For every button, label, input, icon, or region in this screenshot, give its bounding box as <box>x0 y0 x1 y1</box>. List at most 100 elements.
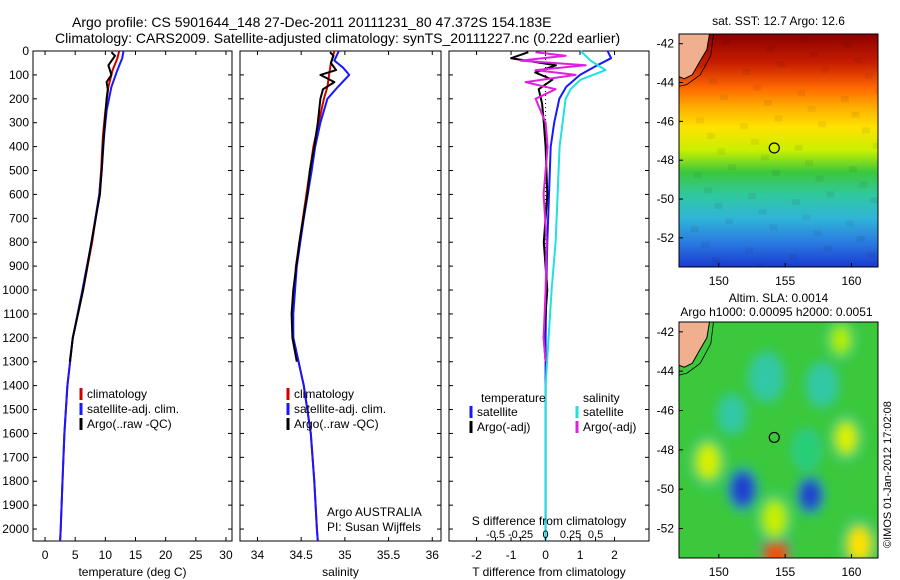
sst-texture-cell <box>856 235 865 242</box>
sst-texture-cell <box>722 39 731 46</box>
s-tick-label: -0.25 <box>508 529 533 541</box>
map-y-tick-label: -46 <box>657 114 675 128</box>
x-tick-label: 20 <box>159 548 173 562</box>
x-tick-label: 0 <box>542 548 549 562</box>
s-tick-label: 0.25 <box>560 529 581 541</box>
sla-map-title: Altim. SLA: 0.0014 <box>729 291 829 305</box>
sst-texture-cell <box>789 253 798 260</box>
land-tasmania <box>679 34 711 80</box>
sst-texture-cell <box>807 105 816 112</box>
map-y-tick-label: -44 <box>657 76 675 90</box>
sst-texture-cell <box>875 88 878 95</box>
sst-texture-cell <box>797 90 806 97</box>
s-tick-label: 0 <box>542 529 548 541</box>
differences-series-satellite-temperature <box>544 50 613 541</box>
differences-panel: -2 -1 0 1 2 T difference from climatology temp… <box>448 50 650 579</box>
panel-annotation: PI: Susan Wijffels <box>327 520 421 534</box>
legend-group-title: temperature <box>481 391 546 405</box>
sla-eddy <box>721 398 743 431</box>
salinity-xlabel: salinity <box>322 565 359 579</box>
sst-texture-cell <box>791 199 800 206</box>
sst-texture-cell <box>864 72 873 79</box>
legend-entry: Argo(-adj) <box>583 420 636 434</box>
sst-texture-cell <box>826 191 835 198</box>
sla-eddy <box>810 367 835 403</box>
sst-texture-cell <box>753 84 762 91</box>
y-tick-label: 500 <box>9 164 29 178</box>
salinity-panel: 34 34.5 35 35.5 36 salinity climatologysatelli… <box>239 50 442 579</box>
bathymetry-contour <box>679 34 714 87</box>
x-tick-label: 1 <box>577 548 584 562</box>
sst-texture-cell <box>745 247 754 254</box>
map-y-tick-label: -52 <box>657 522 675 536</box>
sst-map: 150 155 160 -42 -44 -46 -48 -50 -52 sat. SST: 12.… <box>657 14 879 288</box>
sst-texture-cell <box>777 61 786 68</box>
sst-texture-cell <box>725 218 734 225</box>
sst-texture-cell <box>843 41 852 48</box>
x-tick-label: 15 <box>129 548 143 562</box>
sst-texture-cell <box>712 257 721 264</box>
y-tick-label: 1900 <box>2 498 29 512</box>
y-tick-label: 1800 <box>2 474 29 488</box>
sst-texture-cell <box>761 154 770 161</box>
y-tick-label: 600 <box>9 187 29 201</box>
sst-texture-cell <box>728 164 737 171</box>
map-y-tick-label: -52 <box>657 231 675 245</box>
sst-texture-cell <box>696 117 705 124</box>
sst-texture-cell <box>740 123 749 130</box>
argo-location-marker <box>768 142 780 154</box>
sla-eddy <box>753 357 780 397</box>
sla-eddy <box>799 479 821 511</box>
sst-texture-cell <box>698 63 707 70</box>
legend-entry: Argo(..raw -QC) <box>294 417 379 431</box>
x-tick-label: 35.5 <box>377 548 401 562</box>
imos-credit: ©IMOS 01-Jan-2012 17:02:08 <box>882 401 894 548</box>
y-tick-label: 1600 <box>2 426 29 440</box>
legend-entry: satellite-adj. clim. <box>294 402 386 416</box>
legend-group-title: salinity <box>583 391 620 405</box>
sst-texture-cell <box>859 181 868 188</box>
sst-texture-cell <box>867 251 876 258</box>
sst-texture-cell <box>750 138 759 145</box>
map-x-tick-label: 160 <box>841 565 861 579</box>
x-tick-label: 10 <box>99 548 113 562</box>
sst-texture-cell <box>766 45 775 52</box>
map-x-tick-label: 150 <box>709 565 729 579</box>
legend-entry: climatology <box>87 387 147 401</box>
x-tick-label: 0 <box>42 548 49 562</box>
x-tick-label: -1 <box>506 548 517 562</box>
sla-eddy <box>846 524 873 558</box>
temperature-panel: 0100200300400500600700800900100011001200… <box>2 44 233 579</box>
bathymetry-contour <box>679 322 714 376</box>
differences-series-argo-adj--salinity <box>519 51 587 362</box>
y-tick-label: 700 <box>9 211 29 225</box>
map-y-tick-label: -44 <box>657 364 675 378</box>
y-tick-label: 300 <box>9 116 29 130</box>
sst-texture-cell <box>763 100 772 107</box>
sla-eddy <box>830 323 852 356</box>
temperature-xlabel: temperature (deg C) <box>78 565 186 579</box>
sla-map: 150 155 160 -42 -44 -46 -48 -50 -52 Altim. SLA: 0… <box>657 291 879 579</box>
legend-entry: satellite-adj. clim. <box>87 402 179 416</box>
map-y-tick-label: -48 <box>657 443 675 457</box>
sst-texture-cell <box>810 51 819 58</box>
map-x-tick-label: 155 <box>775 274 795 288</box>
sst-texture-cell <box>742 68 751 75</box>
sst-texture-cell <box>771 169 780 176</box>
s-tick-label: 0.5 <box>588 529 603 541</box>
sst-texture-cell <box>701 241 710 248</box>
panel-annotation: Argo AUSTRALIA <box>327 505 422 519</box>
temperature-series-argo-raw-qc- <box>68 51 116 362</box>
y-tick-label: 1000 <box>2 283 29 297</box>
x-tick-label: 25 <box>189 548 203 562</box>
sla-map-frame <box>678 321 879 559</box>
sla-eddy <box>761 499 788 539</box>
sst-texture-cell <box>846 220 855 227</box>
y-tick-label: 1500 <box>2 403 29 417</box>
y-tick-label: 1400 <box>2 379 29 393</box>
y-tick-label: 800 <box>9 235 29 249</box>
salinity-series-argo-raw-qc- <box>290 51 338 362</box>
figure-title-line2: Climatology: CARS2009. Satellite-adjuste… <box>55 30 620 46</box>
sst-texture-cell <box>854 57 863 64</box>
